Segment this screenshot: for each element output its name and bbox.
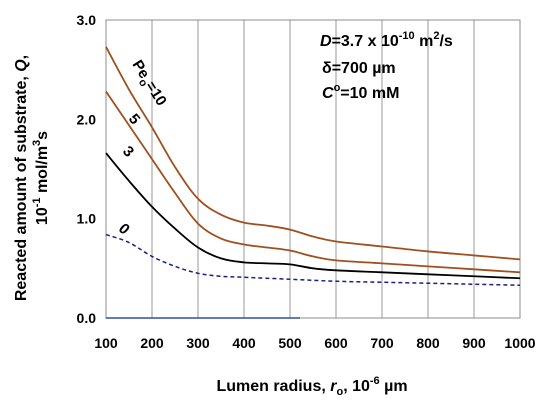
series-label-0: 0 (116, 220, 132, 239)
y-axis-title-line1: Reacted amount of substrate, Q, (13, 55, 30, 301)
series-line-2 (105, 152, 521, 280)
y-tick-labels: 0.0 1.0 2.0 3.0 (77, 12, 97, 326)
plot-area (105, 19, 521, 319)
series-line-3 (105, 233, 521, 286)
series-lines (105, 46, 521, 286)
x-tick-label-900: 900 (462, 335, 486, 351)
x-tick-labels: 100 200 300 400 500 600 700 800 900 1000 (94, 335, 535, 351)
series-line-1 (105, 91, 521, 274)
x-tick-label-600: 600 (324, 335, 348, 351)
x-tick-label-500: 500 (278, 335, 302, 351)
annotation-concentration: Co=10 mM (322, 82, 399, 102)
x-tick-label-300: 300 (186, 335, 210, 351)
annotation-diffusivity: D=3.7 x 10-10 m2/s (320, 30, 453, 50)
gridlines (151, 20, 475, 318)
x-tick-label-200: 200 (140, 335, 164, 351)
x-tick-label-100: 100 (94, 335, 118, 351)
y-tick-label-2: 2.0 (77, 111, 97, 127)
series-label-5: 5 (125, 111, 143, 128)
x-tick-label-800: 800 (416, 335, 440, 351)
y-tick-label-1: 1.0 (77, 211, 97, 227)
x-tick-label-400: 400 (232, 335, 256, 351)
y-tick-label-3: 3.0 (77, 12, 97, 28)
series-label-3: 3 (119, 143, 137, 161)
x-axis-title: Lumen radius, ro, 10-6 µm (216, 375, 407, 398)
y-axis-title-line2: 10-1 mol/m3s (31, 131, 51, 225)
series-label-pe10: Peo=10 (126, 57, 170, 110)
x-tick-label-1000: 1000 (504, 335, 535, 351)
x-tick-label-700: 700 (370, 335, 394, 351)
series-line-0 (105, 46, 521, 261)
y-tick-label-0: 0.0 (77, 310, 97, 326)
annotation-thickness: δ=700 µm (322, 60, 396, 77)
